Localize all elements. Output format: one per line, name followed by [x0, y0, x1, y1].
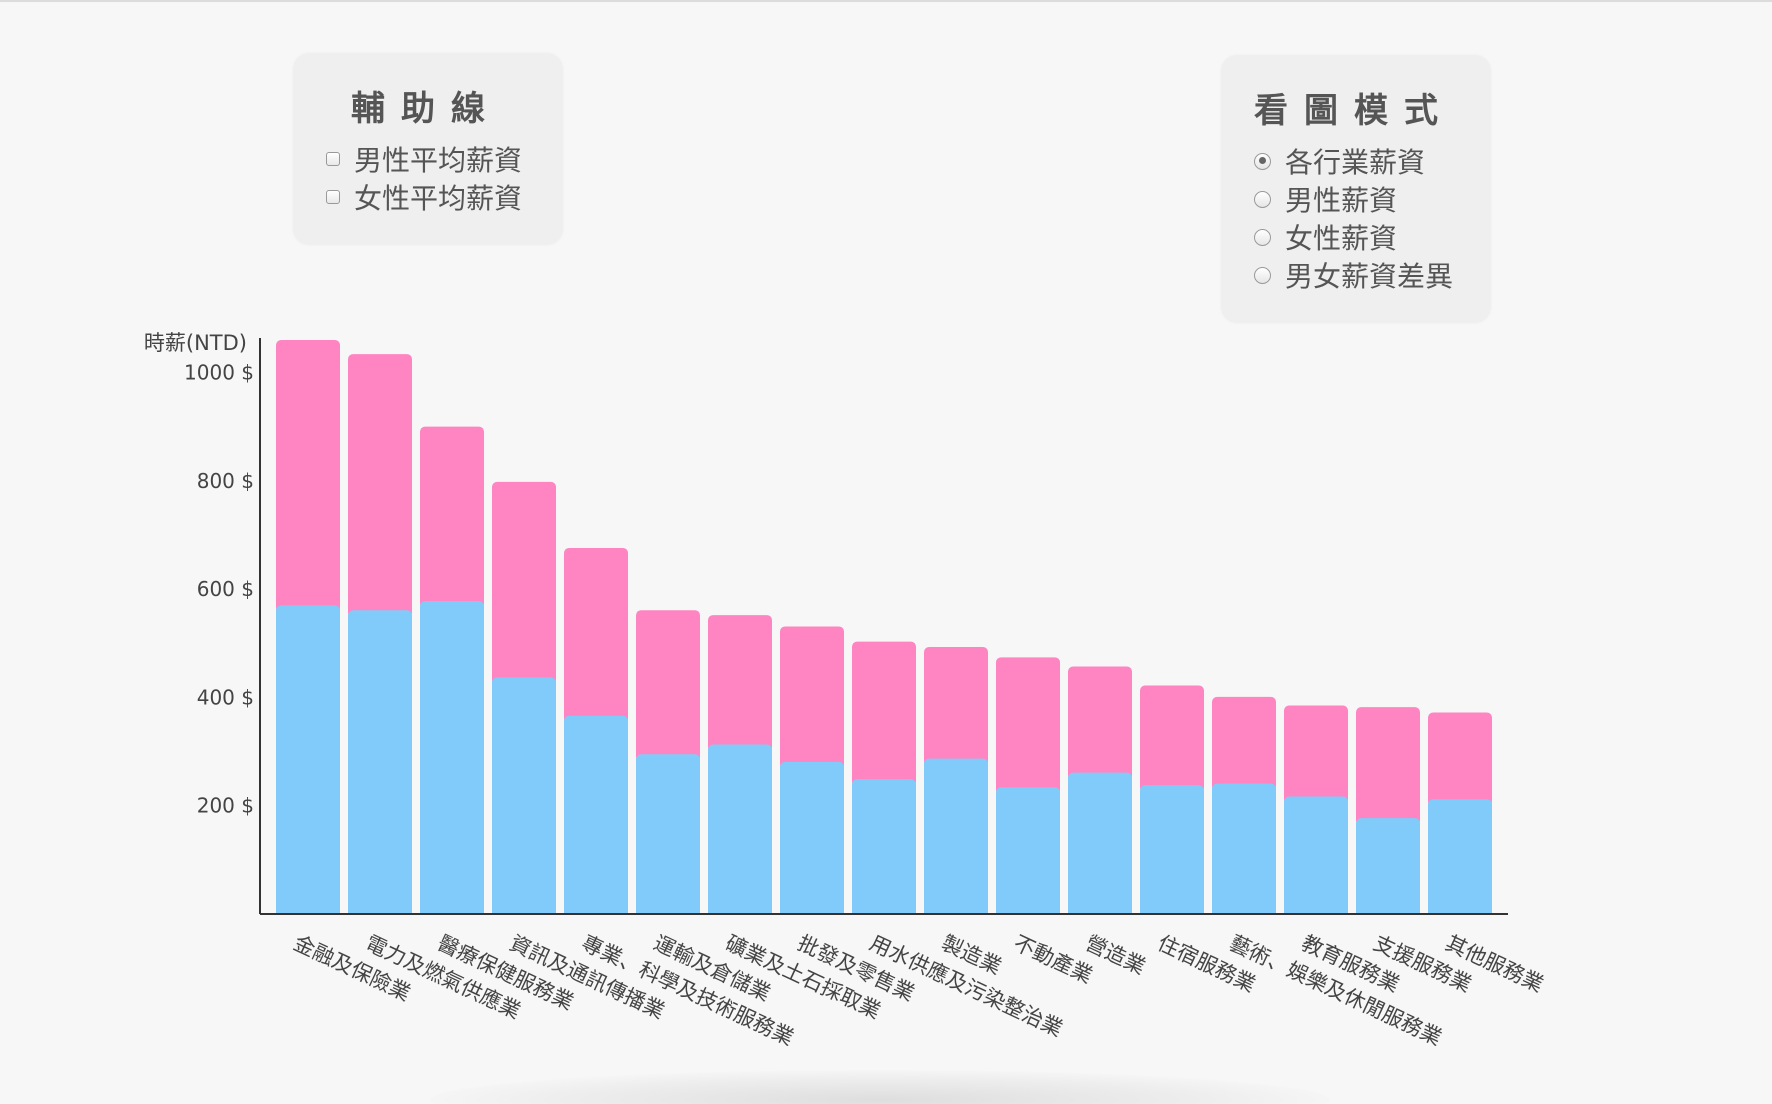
bar-segment-male	[1212, 783, 1276, 914]
y-tick-label: 1000 $	[184, 361, 254, 385]
bar-segment-female	[924, 647, 988, 767]
bar-segment-female	[1068, 667, 1132, 781]
bar-segment-female	[636, 610, 700, 762]
bar-segment-female	[1212, 697, 1276, 792]
bar-segment-female	[1428, 713, 1492, 808]
bar-segment-female	[780, 626, 844, 769]
y-tick-label: 200 $	[197, 794, 254, 818]
bar-segment-female	[564, 548, 628, 724]
y-axis-title: 時薪(NTD)	[144, 331, 247, 355]
bar-segment-female	[996, 657, 1060, 795]
bar-segment-female	[708, 615, 772, 752]
bar-segment-male	[852, 779, 916, 914]
bar-segment-female	[348, 354, 412, 618]
bar-segment-female	[852, 642, 916, 788]
bar-segment-male	[1140, 785, 1204, 914]
bar-segment-male	[1068, 773, 1132, 914]
y-tick-label: 800 $	[197, 469, 254, 493]
bar-segment-female	[1356, 707, 1420, 826]
bar-segment-male	[276, 605, 340, 914]
bar-segment-male	[1428, 799, 1492, 914]
bar-segment-female	[492, 482, 556, 685]
bar-segment-male	[1284, 796, 1348, 914]
bar-segment-male	[564, 716, 628, 914]
bar-segment-male	[492, 677, 556, 914]
bar-segment-male	[708, 745, 772, 914]
bar-segment-male	[924, 759, 988, 914]
bar-segment-female	[1140, 685, 1204, 793]
x-tick-label: 不動產業	[1010, 931, 1096, 988]
bar-segment-male	[1356, 818, 1420, 914]
bar-segment-male	[420, 601, 484, 914]
bar-segment-male	[780, 762, 844, 914]
bar-segment-female	[1284, 706, 1348, 805]
y-tick-label: 400 $	[197, 685, 254, 709]
bar-segment-male	[348, 610, 412, 914]
bar-segment-female	[420, 427, 484, 609]
y-tick-label: 600 $	[197, 577, 254, 601]
bar-segment-male	[996, 787, 1060, 914]
bar-segment-male	[636, 754, 700, 914]
bar-segment-female	[276, 340, 340, 613]
